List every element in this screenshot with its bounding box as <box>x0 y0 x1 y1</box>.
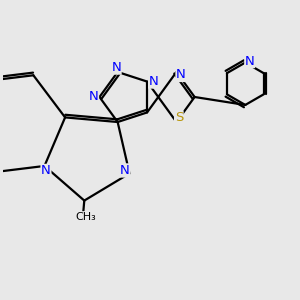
Text: N: N <box>245 55 255 68</box>
Text: N: N <box>120 164 130 177</box>
Text: CH₃: CH₃ <box>75 212 96 222</box>
Text: N: N <box>41 164 51 178</box>
Text: N: N <box>149 75 158 88</box>
Text: N: N <box>89 90 98 103</box>
Text: N: N <box>176 68 186 81</box>
Text: S: S <box>175 111 183 124</box>
Text: N: N <box>111 61 121 74</box>
